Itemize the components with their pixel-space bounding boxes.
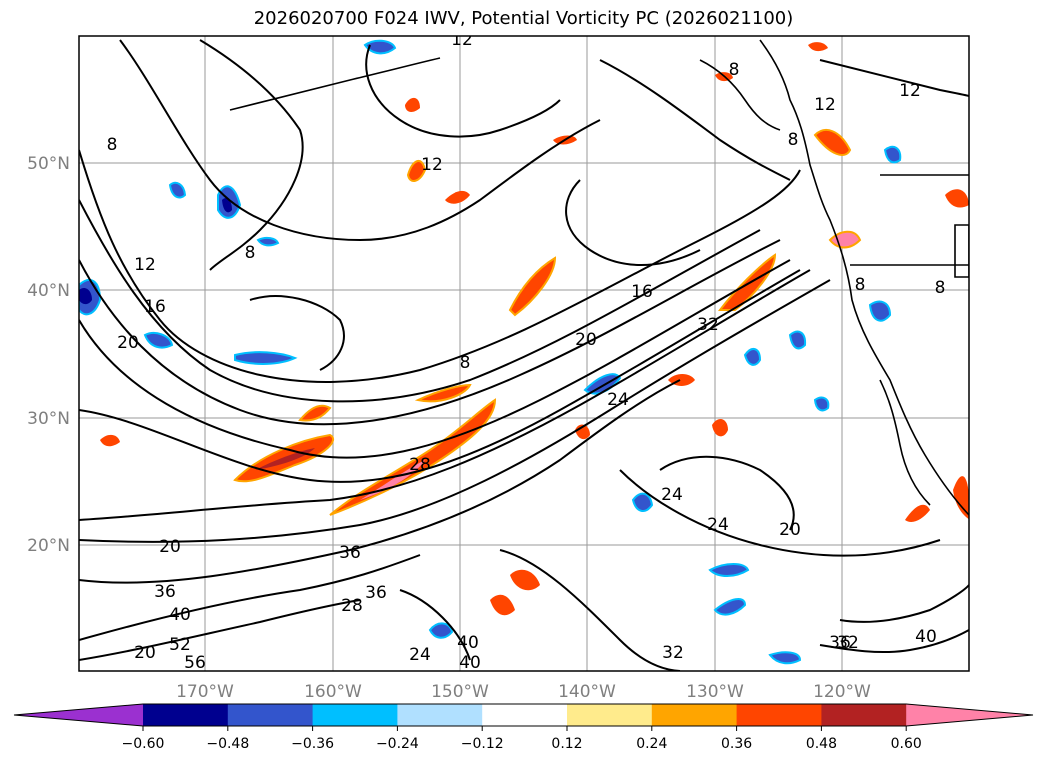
iwv-contours <box>79 39 969 671</box>
contour-label: 8 <box>935 278 946 298</box>
colorbar-tick-label: 0.60 <box>891 736 922 752</box>
contour-label: 20 <box>575 330 597 350</box>
contour-label: 8 <box>460 353 471 373</box>
contour-label: 28 <box>341 596 363 616</box>
contour-label: 40 <box>915 627 937 647</box>
contour-label: 32 <box>697 315 719 335</box>
lon-label-120w: 120°W <box>813 682 871 702</box>
coastlines <box>229 39 969 516</box>
contour-label: 24 <box>607 390 629 410</box>
contour-label: 40 <box>169 605 191 625</box>
contour-label: 16 <box>144 297 166 317</box>
contour-label: 20 <box>134 643 156 663</box>
lat-label-30n: 30°N <box>27 409 70 429</box>
contour-label: 36 <box>365 583 387 603</box>
contour-label: 16 <box>631 282 653 302</box>
contour-label: 8 <box>855 275 866 295</box>
colorbar-tick-label: 0.12 <box>551 736 582 752</box>
colorbar-tick-label: −0.48 <box>206 736 249 752</box>
contour-label: 12 <box>899 81 921 101</box>
contour-label: 12 <box>451 30 473 50</box>
contour-label: 28 <box>409 455 431 475</box>
colorbar-segment <box>651 704 738 726</box>
contour-label: 12 <box>134 255 156 275</box>
contour-label: 36 <box>154 582 176 602</box>
colorbar-tick-label: −0.60 <box>122 736 165 752</box>
colorbar-tick-label: −0.36 <box>291 736 334 752</box>
colorbar-tick-label: 0.24 <box>636 736 667 752</box>
map-title: 2026020700 F024 IWV, Potential Vorticity… <box>253 8 794 29</box>
contour-label: 40 <box>457 633 479 653</box>
contour-label: 32 <box>837 633 859 653</box>
colorbar-tick-label: −0.24 <box>376 736 419 752</box>
contour-label: 24 <box>409 645 431 665</box>
colorbar-segment <box>227 704 314 726</box>
contour-label: 24 <box>707 515 729 535</box>
colorbar-tick-label: 0.48 <box>806 736 837 752</box>
contour-label: 36 <box>829 633 851 653</box>
contour-label: 52 <box>169 635 191 655</box>
contour-label: 40 <box>459 653 481 673</box>
contour-label: 12 <box>814 95 836 115</box>
contour-label: 32 <box>662 643 684 663</box>
contour-label: 36 <box>339 543 361 563</box>
contour-label: 8 <box>788 130 799 150</box>
lon-label-140w: 140°W <box>558 682 616 702</box>
colorbar-tick-label: −0.12 <box>461 736 504 752</box>
pv-negative-shading <box>79 39 902 665</box>
contour-label: 8 <box>107 135 118 155</box>
contour-label: 20 <box>779 520 801 540</box>
contour-label: 8 <box>729 60 740 80</box>
colorbar-extend-low <box>14 704 143 726</box>
lon-label-150w: 150°W <box>431 682 489 702</box>
colorbar-extend-high <box>906 704 1033 726</box>
pv-positive-shading <box>100 42 969 616</box>
colorbar-segment <box>312 704 398 726</box>
latitude-labels: 50°N 40°N 30°N 20°N <box>27 154 70 556</box>
lat-label-40n: 40°N <box>27 281 70 301</box>
colorbar-segment <box>397 704 483 726</box>
lon-label-170w: 170°W <box>176 682 234 702</box>
colorbar-segment <box>143 704 229 726</box>
colorbar-segment <box>482 704 568 726</box>
colorbar-segment <box>821 704 907 726</box>
colorbar-tick-label: 0.36 <box>721 736 752 752</box>
lat-label-20n: 20°N <box>27 536 70 556</box>
contour-label: 20 <box>117 333 139 353</box>
lat-label-50n: 50°N <box>27 154 70 174</box>
longitude-labels: 170°W 160°W 150°W 140°W 130°W 120°W <box>176 682 871 702</box>
lon-label-160w: 160°W <box>304 682 362 702</box>
colorbar: −0.60 −0.48 −0.36 −0.24 −0.12 0.12 0.24 0.36 0.4… <box>13 703 1034 752</box>
contour-label: 12 <box>421 155 443 175</box>
colorbar-segment <box>567 704 653 726</box>
contour-label: 8 <box>245 243 256 263</box>
contour-label: 56 <box>184 653 206 673</box>
lon-label-130w: 130°W <box>686 682 744 702</box>
map-frame <box>78 35 970 672</box>
contour-label: 20 <box>159 537 181 557</box>
colorbar-segment <box>736 704 822 726</box>
contour-label: 24 <box>661 485 683 505</box>
